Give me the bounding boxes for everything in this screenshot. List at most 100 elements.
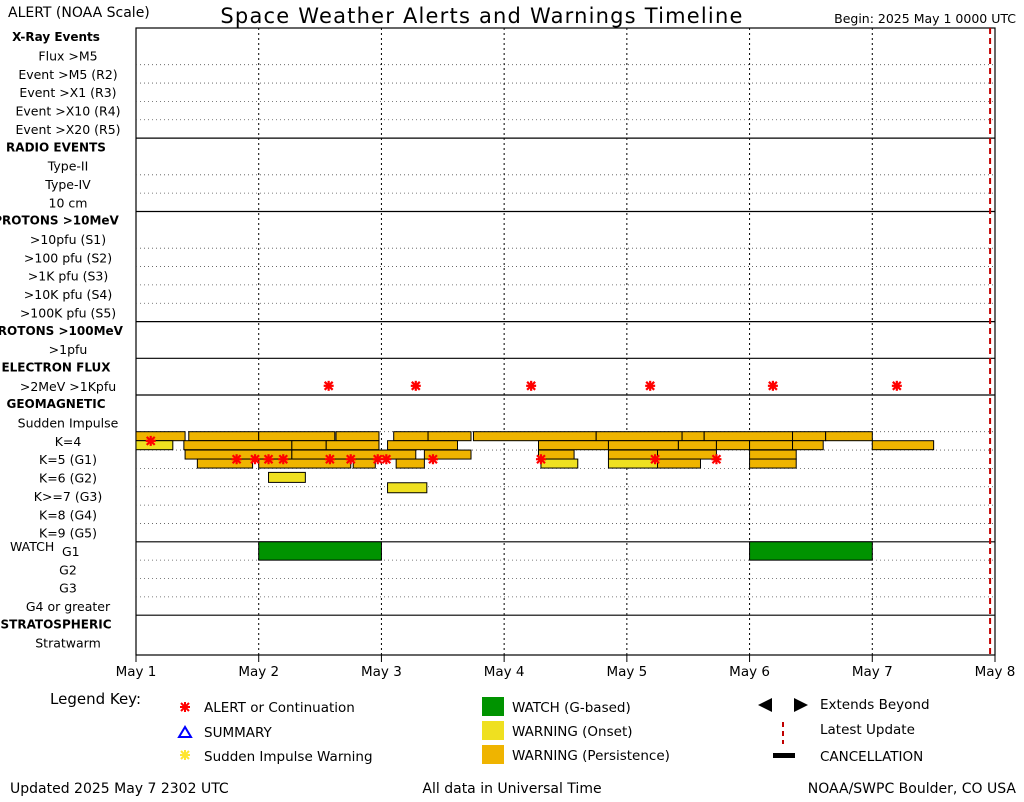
k5-persistence-bar — [196, 458, 254, 469]
k5-warning-bar — [423, 449, 472, 460]
utc-note: All data in Universal Time — [422, 781, 601, 797]
organization: NOAA/SWPC Boulder, CO USA — [808, 781, 1017, 797]
begin-date: Begin: 2025 May 1 0000 UTC — [834, 11, 1016, 26]
k5-persistence-bar — [653, 458, 701, 469]
section-header: GEOMAGNETIC — [6, 397, 105, 411]
electron-alert-marker — [767, 380, 778, 391]
k4-persistence-bar — [749, 440, 794, 451]
legend-alert-symbol — [180, 702, 190, 712]
alert-scale-label: ALERT (NOAA Scale) — [8, 5, 150, 21]
row-label: Event >X10 (R4) — [15, 104, 120, 119]
k5-alert-marker — [231, 454, 242, 465]
section-header: ELECTRON FLUX — [1, 360, 111, 374]
k5-warning-bar — [749, 449, 797, 460]
row-label: Stratwarm — [35, 636, 101, 651]
legend-sudden-impulse-label: Sudden Impulse Warning — [204, 749, 373, 765]
chart-marks — [135, 28, 992, 655]
legend-summary-label: SUMMARY — [204, 725, 272, 741]
k5-alert-marker — [324, 454, 335, 465]
row-label: Event >X20 (R5) — [15, 122, 120, 137]
k5-alert-marker — [263, 454, 274, 465]
chart-title: Space Weather Alerts and Warnings Timeli… — [220, 4, 743, 28]
row-label: G3 — [59, 581, 77, 596]
k5-onset-bar — [540, 458, 579, 469]
row-label: Event >X1 (R3) — [19, 85, 116, 100]
x-axis: May 1 May 2 May 3 May 4 May 5 May 6 May 7 May 8 — [116, 655, 1016, 680]
row-labels: X-Ray Events Flux >M5 Event >M5 (R2) Event … — [0, 30, 124, 651]
k4-warning-bar — [258, 431, 336, 442]
k4-onset-bar — [135, 440, 174, 451]
k5-alert-marker — [427, 454, 438, 465]
row-label: Flux >M5 — [38, 49, 97, 64]
row-label: >2MeV >1Kpfu — [20, 379, 116, 394]
row-label: Type-IV — [44, 177, 91, 192]
k5-alert-marker — [250, 454, 261, 465]
electron-alert-marker — [645, 380, 656, 391]
row-label: K>=7 (G3) — [34, 489, 102, 504]
k7-onset-bar — [387, 482, 428, 494]
row-label: G1 — [62, 544, 80, 559]
legend-cancellation-symbol — [773, 753, 795, 758]
legend-warning-onset-label: WARNING (Onset) — [512, 724, 633, 740]
row-label: K=4 — [55, 434, 82, 449]
row-label: >10pfu (S1) — [30, 232, 106, 247]
k5-persistence-bar — [749, 458, 797, 469]
watch-header: WATCH — [10, 539, 54, 554]
legend: Legend Key: ALERT or Continuation SUMMAR… — [50, 690, 930, 765]
x-tick-label: May 8 — [975, 664, 1016, 680]
row-label: G2 — [59, 562, 77, 577]
k5-persistence-bar — [395, 458, 425, 469]
k4-persistence-bar — [677, 440, 717, 451]
row-label: >100 pfu (S2) — [24, 250, 112, 265]
k4-persistence-bar — [183, 440, 293, 451]
legend-extends-label: Extends Beyond — [820, 697, 930, 713]
legend-cancel-label: CANCELLATION — [820, 749, 923, 765]
row-label: Type-II — [47, 159, 89, 174]
k5-alert-marker — [381, 454, 392, 465]
legend-watch-swatch — [482, 697, 504, 716]
legend-alert-label: ALERT or Continuation — [204, 700, 355, 716]
k4-persistence-bar — [607, 440, 679, 451]
k4-persistence-bar — [387, 440, 459, 451]
row-label: Sudden Impulse — [18, 416, 119, 431]
legend-latest-label: Latest Update — [820, 722, 915, 738]
k4-alert-marker — [145, 435, 156, 446]
k4-persistence-bar — [538, 440, 609, 451]
electron-alert-marker — [323, 380, 334, 391]
updated-timestamp: Updated 2025 May 7 2302 UTC — [10, 781, 229, 797]
row-label: 10 cm — [49, 195, 88, 210]
k5-alert-marker — [535, 454, 546, 465]
k4-persistence-bar — [871, 440, 935, 451]
k4-warning-bar — [472, 431, 597, 442]
legend-warning-persistence-swatch — [482, 745, 504, 764]
k5-persistence-bar — [352, 458, 376, 469]
row-label: >1pfu — [49, 342, 88, 357]
row-label: Event >M5 (R2) — [18, 67, 117, 82]
legend-key-title: Legend Key: — [50, 690, 141, 708]
k6-onset-bar — [268, 471, 306, 483]
row-label: >10K pfu (S4) — [24, 287, 112, 302]
k4-warning-bar — [703, 431, 794, 442]
k5-warning-bar — [607, 449, 659, 460]
x-tick-label: May 7 — [852, 664, 893, 680]
x-tick-label: May 2 — [238, 664, 279, 680]
k4-warning-bar — [595, 431, 683, 442]
k4-warning-bar — [393, 431, 429, 442]
k5-persistence-bar — [258, 458, 352, 469]
x-tick-label: May 1 — [116, 664, 157, 680]
k5-alert-marker — [650, 454, 661, 465]
k5-alert-marker — [711, 454, 722, 465]
k5-alert-marker — [372, 454, 383, 465]
electron-alert-marker — [891, 380, 902, 391]
k4-warning-bar — [335, 431, 380, 442]
legend-warning-persistence-label: WARNING (Persistence) — [512, 748, 670, 764]
electron-alert-marker — [410, 380, 421, 391]
x-tick-label: May 5 — [606, 664, 647, 680]
row-label: G4 or greater — [26, 599, 111, 614]
row-label: >100K pfu (S5) — [20, 305, 116, 320]
k5-alert-marker — [345, 454, 356, 465]
section-header: STRATOSPHERIC — [1, 617, 112, 631]
x-tick-label: May 6 — [729, 664, 770, 680]
k4-warning-bar — [792, 431, 827, 442]
